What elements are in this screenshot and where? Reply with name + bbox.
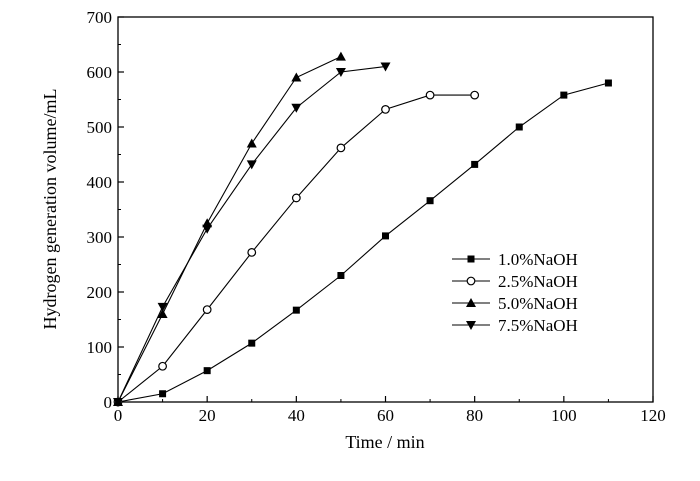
legend-item: 7.5%NaOH [452, 316, 578, 335]
y-tick-labels: 0 100 200 300 400 500 600 700 [87, 8, 113, 412]
legend-item: 1.0%NaOH [452, 250, 578, 269]
legend-label: 7.5%NaOH [498, 316, 578, 335]
legend-label: 1.0%NaOH [498, 250, 578, 269]
x-tick-label: 60 [377, 406, 394, 425]
data-point [426, 197, 434, 205]
data-point [560, 91, 568, 99]
legend-item: 5.0%NaOH [452, 294, 578, 313]
plot-frame [117, 16, 654, 403]
data-point [157, 302, 168, 312]
x-tick-label: 0 [114, 406, 123, 425]
y-tick-label: 200 [87, 283, 113, 302]
data-point [337, 272, 345, 279]
series-line [117, 65, 386, 403]
y-tick-label: 400 [87, 173, 113, 192]
x-tick-label: 100 [551, 406, 577, 425]
legend-item: 2.5%NaOH [452, 272, 578, 291]
data-point [381, 104, 390, 114]
data-series [113, 51, 612, 407]
data-point [248, 339, 256, 347]
y-tick-label: 600 [87, 63, 113, 82]
legend-label: 2.5%NaOH [498, 272, 578, 291]
data-point [470, 90, 480, 100]
x-tick-label: 120 [640, 406, 666, 425]
data-point [335, 51, 346, 61]
legend-marker [466, 276, 476, 286]
series-1.0%NaOH [114, 79, 612, 406]
data-point [246, 138, 257, 148]
data-point [425, 90, 435, 100]
legend: 1.0%NaOH 2.5%NaOH 5.0%NaOH 7.5%NaOH [452, 250, 578, 335]
x-tick-label: 80 [466, 406, 483, 425]
data-point [335, 68, 346, 77]
legend-label: 5.0%NaOH [498, 294, 578, 313]
data-point [113, 398, 123, 407]
series-5.0%NaOH [113, 51, 346, 406]
series-line [117, 82, 609, 403]
data-point [202, 224, 213, 234]
data-point [203, 367, 211, 375]
data-point [291, 72, 302, 82]
legend-marker [466, 298, 476, 307]
data-point [336, 143, 346, 153]
series-7.5%NaOH [113, 62, 391, 407]
x-tick-label: 40 [288, 406, 305, 425]
x-tick-label: 20 [199, 406, 216, 425]
x-axis-title: Time / min [345, 432, 424, 452]
data-point [604, 79, 612, 87]
data-point [159, 390, 167, 398]
y-tick-label: 100 [87, 338, 113, 357]
y-tick-label: 500 [87, 118, 113, 137]
data-point [471, 160, 479, 168]
series-line [117, 56, 342, 403]
x-tick-labels: 0 20 40 60 80 100 120 [114, 406, 666, 425]
data-point [291, 103, 302, 113]
data-point [246, 160, 257, 170]
data-point [291, 193, 301, 203]
y-tick-label: 300 [87, 228, 113, 247]
data-point [158, 361, 167, 371]
data-point [247, 247, 257, 257]
data-point [380, 62, 391, 72]
legend-marker [466, 321, 476, 330]
data-point [202, 305, 212, 315]
data-point [292, 306, 300, 314]
axis-ticks [117, 16, 654, 402]
y-tick-label-origin: 0 [104, 393, 113, 412]
data-point [157, 309, 168, 318]
legend-marker [467, 255, 475, 263]
series-line [117, 94, 475, 403]
y-tick-label: 700 [87, 8, 113, 27]
data-point [382, 232, 389, 240]
y-axis-title: Hydrogen generation volume/mL [40, 89, 60, 330]
data-point [515, 123, 523, 131]
series-2.5%NaOH [113, 90, 480, 407]
